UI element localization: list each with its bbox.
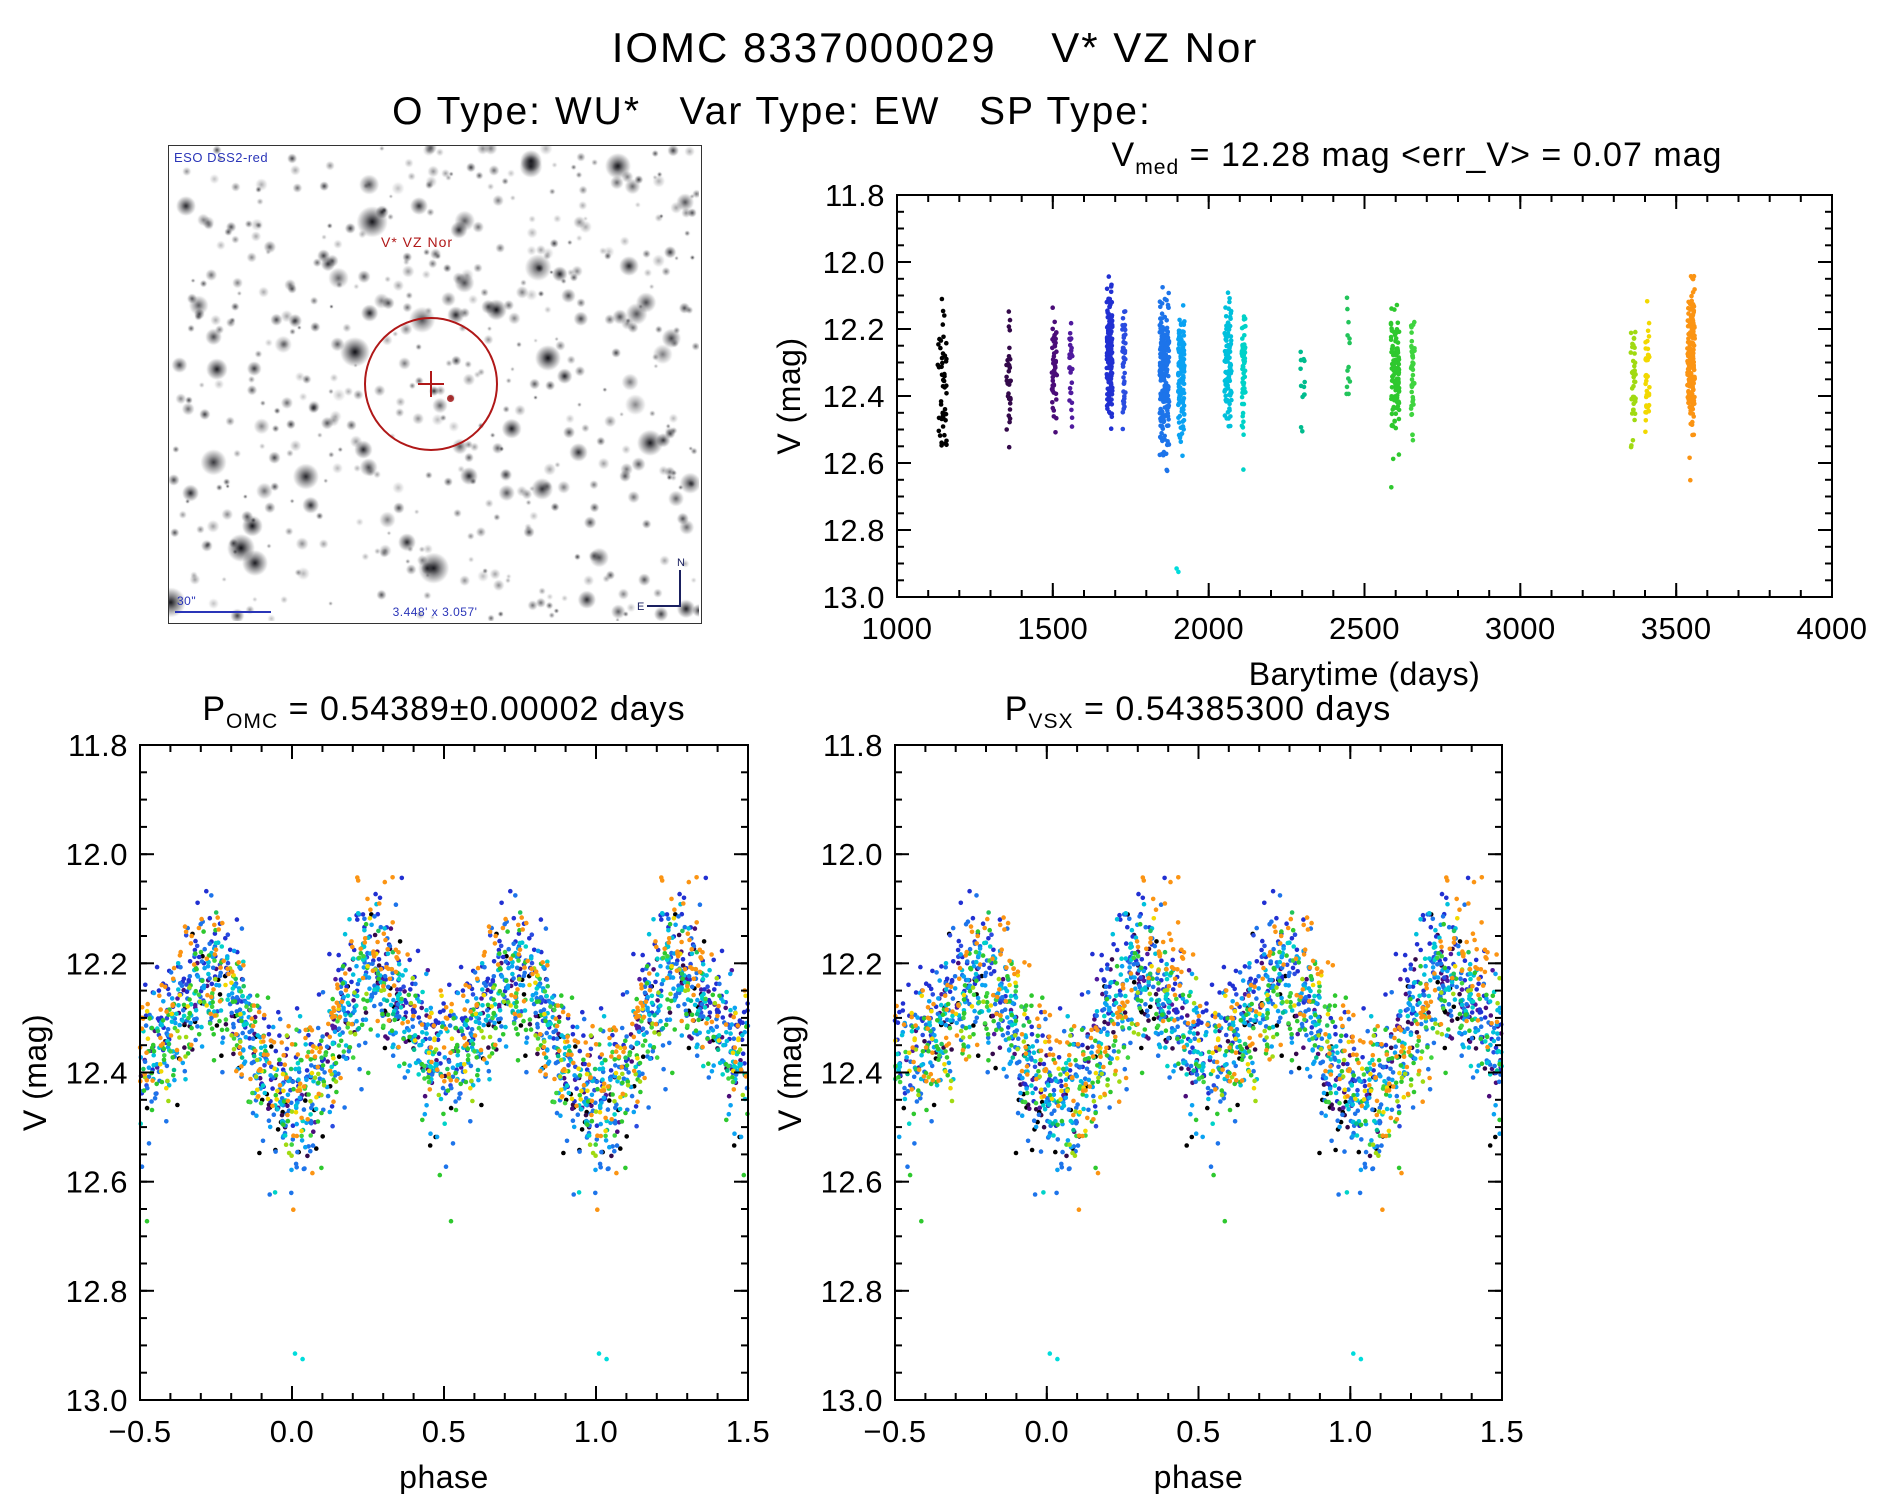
y-tick-label: 13.0 [821, 1383, 883, 1418]
y-tick-label: 12.0 [821, 837, 883, 872]
x-tick-label: 2500 [1329, 611, 1400, 646]
x-axis-label: Barytime (days) [1249, 656, 1481, 692]
survey-label: ESO DSS2-red [174, 150, 269, 165]
y-axis-label: V (mag) [772, 1014, 808, 1131]
scatter-points [137, 875, 751, 1362]
scatter-points [935, 273, 1697, 575]
compass-east-arrow [647, 605, 681, 607]
phase-omc-plot-title: POMC = 0.54389±0.00002 days [202, 690, 686, 733]
x-tick-label: −0.5 [863, 1414, 926, 1449]
y-tick-label: 12.6 [821, 1165, 883, 1200]
x-tick-label: 4000 [1797, 611, 1868, 646]
phase_omc-plot: −0.5 0.0 0.5 1.0 1.5 11.8 12.0 12.2 12.4 12.6 12.8… [17, 728, 770, 1494]
page-subtitle: O Type: WU* Var Type: EW SP Type: [392, 90, 1152, 133]
y-tick-label: 11.8 [825, 178, 885, 213]
scatter-points [892, 875, 1504, 1362]
y-tick-label: 12.2 [823, 312, 885, 347]
x-tick-label: 1.0 [1328, 1414, 1373, 1449]
crosshair-icon [430, 371, 432, 397]
y-axis-label: V (mag) [17, 1014, 53, 1131]
y-tick-label: 12.4 [823, 379, 885, 414]
barytime-plot-title: Vmed = 12.28 mag <err_V> = 0.07 mag [1111, 136, 1723, 179]
y-tick-label: 12.8 [66, 1274, 128, 1309]
phase-vsx-plot-title: PVSX = 0.54385300 days [1004, 690, 1392, 733]
y-tick-label: 12.6 [66, 1165, 128, 1200]
y-axis-label: V (mag) [771, 337, 807, 454]
field-size-label: 3.448' x 3.057' [392, 605, 478, 619]
y-tick-label: 12.4 [821, 1056, 883, 1091]
page-title: IOMC 8337000029 V* VZ Nor [611, 24, 1259, 71]
compass-rose: N E [637, 557, 691, 617]
y-tick-label: 13.0 [823, 580, 885, 615]
y-tick-label: 11.8 [68, 728, 128, 763]
y-tick-label: 13.0 [66, 1383, 128, 1418]
target-name-label: V* VZ Nor [381, 234, 454, 250]
scale-bar [175, 611, 271, 613]
x-tick-label: 0.5 [1176, 1414, 1221, 1449]
barytime-plot: 1000 1500 2000 2500 3000 3500 4000 11.8 12.0 12.2… [771, 178, 1867, 692]
y-tick-label: 12.0 [66, 837, 128, 872]
x-tick-label: 3000 [1485, 611, 1556, 646]
compass-east-label: E [637, 601, 645, 613]
x-tick-label: 1.0 [574, 1414, 619, 1449]
finder-chart: ESO DSS2-red V* VZ Nor 3.448' x 3.057' 3… [168, 145, 702, 624]
phase_vsx-plot: −0.5 0.0 0.5 1.0 1.5 11.8 12.0 12.2 12.4 12.6 12.8… [772, 728, 1524, 1494]
y-tick-label: 11.8 [823, 728, 883, 763]
x-tick-label: 2000 [1173, 611, 1244, 646]
x-tick-label: −0.5 [108, 1414, 171, 1449]
y-tick-label: 12.6 [823, 446, 885, 481]
y-tick-label: 12.2 [821, 946, 883, 981]
scale-bar-label: 30" [177, 594, 197, 608]
x-axis-label: phase [1154, 1459, 1244, 1494]
target-circle-marker [364, 317, 498, 451]
x-tick-label: 1.5 [726, 1414, 771, 1449]
y-tick-label: 12.2 [66, 946, 128, 981]
compass-north-label: N [677, 557, 685, 569]
x-tick-label: 0.0 [270, 1414, 315, 1449]
compass-north-arrow [679, 570, 681, 606]
x-axis-label: phase [399, 1459, 489, 1494]
x-tick-label: 3500 [1641, 611, 1712, 646]
x-tick-label: 1000 [862, 611, 933, 646]
x-tick-label: 0.0 [1024, 1414, 1069, 1449]
target-star-marker [447, 395, 454, 402]
x-tick-label: 1500 [1017, 611, 1088, 646]
y-tick-label: 12.8 [823, 513, 885, 548]
y-tick-label: 12.0 [823, 245, 885, 280]
y-tick-label: 12.4 [66, 1056, 128, 1091]
y-tick-label: 12.8 [821, 1274, 883, 1309]
x-tick-label: 1.5 [1480, 1414, 1525, 1449]
x-tick-label: 0.5 [422, 1414, 467, 1449]
